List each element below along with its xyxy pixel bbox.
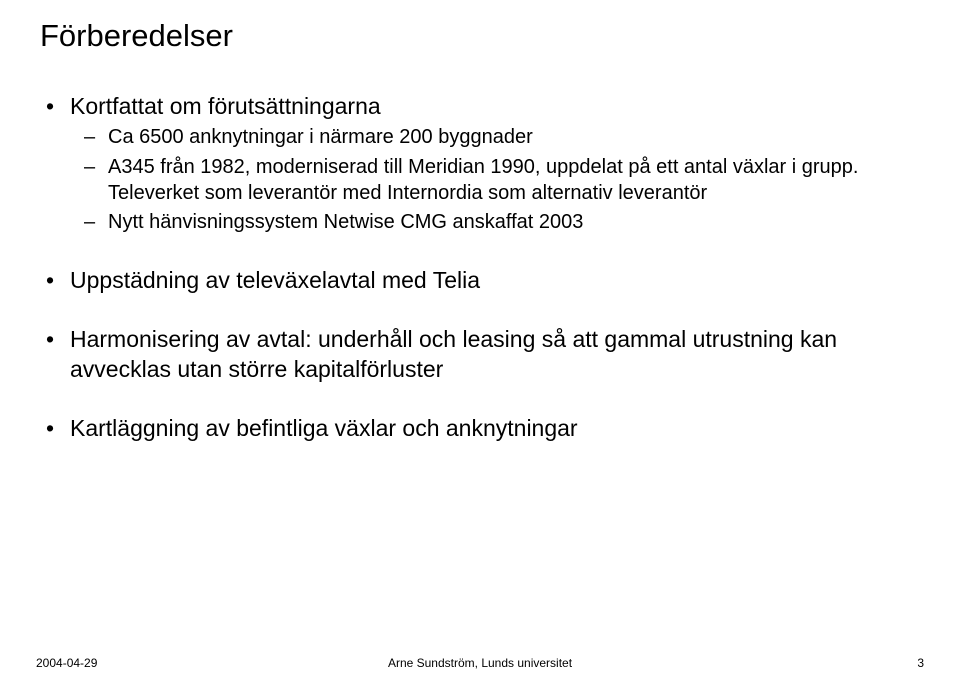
sub-text: Ca 6500 anknytningar i närmare 200 byggn… (108, 126, 533, 148)
slide-title: Förberedelser (40, 18, 920, 54)
footer: 2004-04-29 Arne Sundström, Lunds univers… (0, 650, 960, 670)
sub-item: Nytt hänvisningssystem Netwise CMG anska… (70, 210, 920, 236)
bullet-text: Uppstädning av televäxelavtal med Telia (70, 267, 480, 293)
bullet-item: Harmonisering av avtal: underhåll och le… (40, 325, 920, 384)
sub-list: Ca 6500 anknytningar i närmare 200 byggn… (70, 125, 920, 235)
slide: Förberedelser Kortfattat om förutsättnin… (0, 0, 960, 684)
sub-item: A345 från 1982, moderniserad till Meridi… (70, 155, 920, 206)
bullet-item: Kortfattat om förutsättningarna Ca 6500 … (40, 92, 920, 236)
footer-center: Arne Sundström, Lunds universitet (0, 656, 960, 670)
bullet-text: Kartläggning av befintliga växlar och an… (70, 415, 578, 441)
bullet-item: Uppstädning av televäxelavtal med Telia (40, 266, 920, 295)
footer-page: 3 (917, 656, 924, 670)
sub-text: A345 från 1982, moderniserad till Meridi… (108, 156, 858, 204)
bullet-item: Kartläggning av befintliga växlar och an… (40, 414, 920, 443)
bullet-text: Harmonisering av avtal: underhåll och le… (70, 326, 837, 381)
bullet-list: Kortfattat om förutsättningarna Ca 6500 … (40, 92, 920, 444)
sub-item: Ca 6500 anknytningar i närmare 200 byggn… (70, 125, 920, 151)
bullet-text: Kortfattat om förutsättningarna (70, 93, 381, 119)
sub-text: Nytt hänvisningssystem Netwise CMG anska… (108, 211, 583, 233)
